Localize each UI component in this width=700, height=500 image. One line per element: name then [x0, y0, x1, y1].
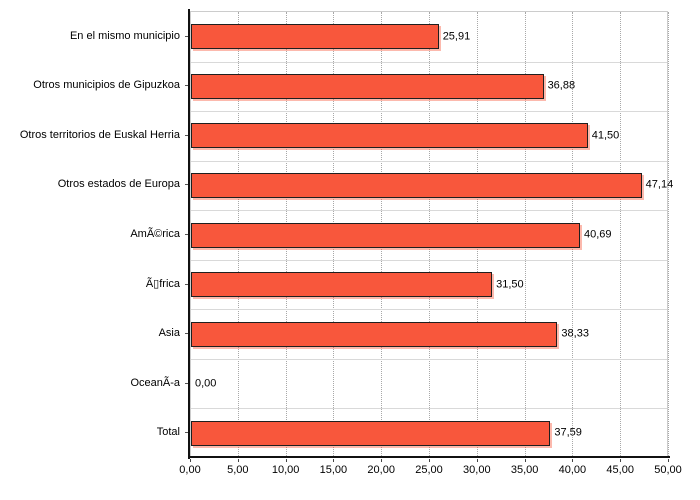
value-tick-mark	[285, 459, 287, 462]
value-label: 40,69	[583, 228, 612, 241]
category-label: Otros municipios de Gipuzkoa	[33, 79, 180, 92]
category-tick-mark	[185, 184, 188, 186]
gridline-horizontal	[191, 259, 667, 261]
value-label: 0,00	[195, 377, 217, 390]
value-tick-mark	[190, 459, 191, 462]
value-label: 41,50	[591, 129, 620, 142]
category-label: En el mismo municipio	[69, 29, 180, 42]
value-tick-label: 45,00	[606, 464, 634, 476]
bar	[191, 73, 544, 99]
value-tick-label: 20,00	[367, 464, 395, 476]
value-label: 36,88	[547, 79, 576, 92]
category-tick-mark	[185, 283, 188, 285]
value-tick-mark	[572, 459, 574, 462]
value-tick-label: 15,00	[319, 464, 348, 476]
bar	[191, 24, 439, 50]
value-tick-label: 25,00	[415, 464, 443, 476]
category-tick-mark	[185, 382, 188, 384]
category-label: Total	[156, 426, 180, 439]
value-tick-label: 50,00	[654, 464, 682, 476]
category-axis-labels: En el mismo municipio Otros municipios de…	[0, 11, 187, 457]
value-tick-mark	[620, 459, 622, 462]
category-tick-mark	[185, 333, 188, 335]
category-label: Otros territorios de Euskal Herria	[19, 128, 180, 141]
gridline-horizontal	[191, 309, 667, 311]
value-tick-label: 40,00	[558, 464, 587, 476]
category-tick-mark	[185, 134, 188, 136]
bar	[191, 222, 580, 248]
value-label: 47,14	[645, 178, 674, 191]
bar	[191, 321, 558, 347]
gridline-horizontal	[191, 358, 667, 360]
category-tick-mark	[185, 432, 188, 434]
value-axis-line	[188, 456, 670, 458]
category-label: Asia	[158, 327, 180, 340]
category-tick-mark	[185, 85, 188, 87]
bar	[191, 172, 642, 198]
gridline-vertical	[620, 12, 622, 456]
gridline-vertical	[668, 12, 669, 456]
gridline-horizontal	[191, 160, 667, 162]
value-tick-label: 35,00	[510, 464, 539, 476]
value-tick-mark	[668, 459, 669, 462]
gridline-horizontal	[191, 408, 667, 410]
value-tick-mark	[381, 459, 383, 462]
value-tick-mark	[524, 459, 526, 462]
value-label: 37,59	[554, 426, 582, 439]
category-label: Otros estados de Europa	[57, 178, 180, 191]
bar	[191, 272, 493, 298]
value-tick-label: 5,00	[227, 464, 249, 476]
category-tick-mark	[185, 234, 188, 235]
value-tick-mark	[429, 459, 430, 462]
category-label: AmÃ©rica	[130, 228, 180, 240]
value-tick-mark	[333, 459, 335, 462]
value-label: 25,91	[442, 30, 471, 43]
category-axis-line	[188, 9, 190, 459]
value-tick-label: 30,00	[463, 464, 491, 476]
category-label: OceanÃ-a	[130, 376, 180, 389]
category-tick-mark	[185, 35, 188, 37]
bar	[191, 420, 551, 446]
bar	[191, 123, 588, 149]
gridline-horizontal	[191, 61, 667, 63]
value-tick-label: 10,00	[271, 464, 300, 476]
value-tick-mark	[476, 459, 478, 462]
category-label: Ã▯frica	[145, 277, 180, 290]
value-label: 38,33	[561, 327, 589, 340]
value-label: 31,50	[496, 278, 524, 291]
value-tick-mark	[237, 459, 239, 462]
plot-area: 25,91 36,88 41,50 47,14 40,69 31,50 38,33 0,00 3…	[190, 11, 673, 457]
value-tick-label: 0,00	[179, 464, 201, 476]
gridline-horizontal	[191, 111, 667, 113]
gridline-horizontal	[191, 210, 667, 212]
